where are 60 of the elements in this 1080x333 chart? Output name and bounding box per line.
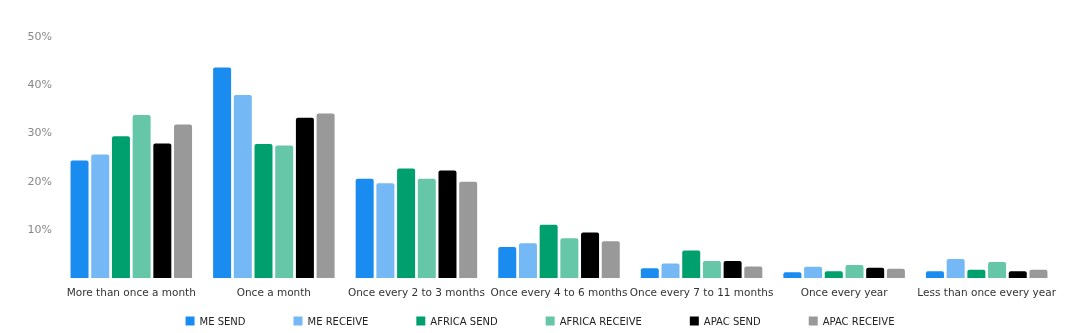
- bar: [702, 261, 721, 278]
- bar: [988, 262, 1007, 278]
- bar: [438, 170, 457, 278]
- y-tick-label: 40%: [27, 77, 52, 91]
- x-tick-label: Once every 7 to 11 months: [629, 285, 774, 298]
- bar: [1029, 269, 1048, 278]
- bar: [946, 259, 965, 278]
- bar: [153, 143, 172, 278]
- bar: [824, 271, 843, 278]
- bar: [295, 117, 314, 278]
- bar: [866, 267, 885, 278]
- bar: [682, 250, 701, 278]
- bar: [539, 224, 558, 278]
- legend-label: AFRICA SEND: [430, 315, 498, 327]
- x-tick-label: More than once a month: [66, 285, 196, 298]
- x-tick-label: Once every 4 to 6 months: [490, 285, 628, 298]
- x-tick-label: Once a month: [236, 285, 312, 298]
- bar: [132, 114, 151, 278]
- bar: [417, 178, 436, 278]
- bar: [70, 160, 89, 278]
- y-tick-label: 30%: [27, 126, 52, 140]
- bar: [723, 261, 742, 278]
- x-tick-label: Once every year: [800, 285, 889, 298]
- bar: [967, 269, 986, 278]
- bar: [886, 268, 905, 278]
- bar: [640, 268, 659, 278]
- y-tick-label: 50%: [27, 29, 52, 43]
- y-tick-label: 10%: [27, 223, 52, 237]
- bar: [213, 67, 232, 278]
- bar: [581, 232, 600, 278]
- bar: [91, 154, 110, 278]
- y-tick-label: 20%: [27, 174, 52, 188]
- legend-label: ME SEND: [199, 315, 246, 327]
- bar: [111, 136, 130, 278]
- bar: [560, 238, 579, 278]
- bar: [459, 181, 478, 278]
- bar: [783, 272, 802, 278]
- bar: [845, 264, 864, 278]
- bar: [804, 266, 823, 278]
- bar: [316, 113, 335, 278]
- bar: [601, 241, 620, 278]
- x-tick-label: Once every 2 to 3 months: [347, 285, 485, 298]
- bar: [174, 124, 193, 278]
- bar: [275, 145, 294, 278]
- legend-label: ME RECEIVE: [307, 315, 369, 327]
- bar: [355, 178, 374, 278]
- bar: [1008, 271, 1027, 278]
- bar: [254, 143, 273, 278]
- x-tick-label: Less than once every year: [917, 285, 1057, 298]
- bar: [661, 263, 680, 278]
- legend-label: AFRICA RECEIVE: [559, 315, 642, 327]
- bar: [518, 243, 537, 278]
- bar: [233, 95, 252, 278]
- legend-label: APAC SEND: [703, 315, 762, 327]
- bar: [925, 271, 944, 278]
- bar: [397, 168, 416, 278]
- bar: [376, 183, 395, 278]
- bar: [498, 247, 517, 278]
- bar: [744, 266, 763, 278]
- legend-label: APAC RECEIVE: [822, 315, 895, 327]
